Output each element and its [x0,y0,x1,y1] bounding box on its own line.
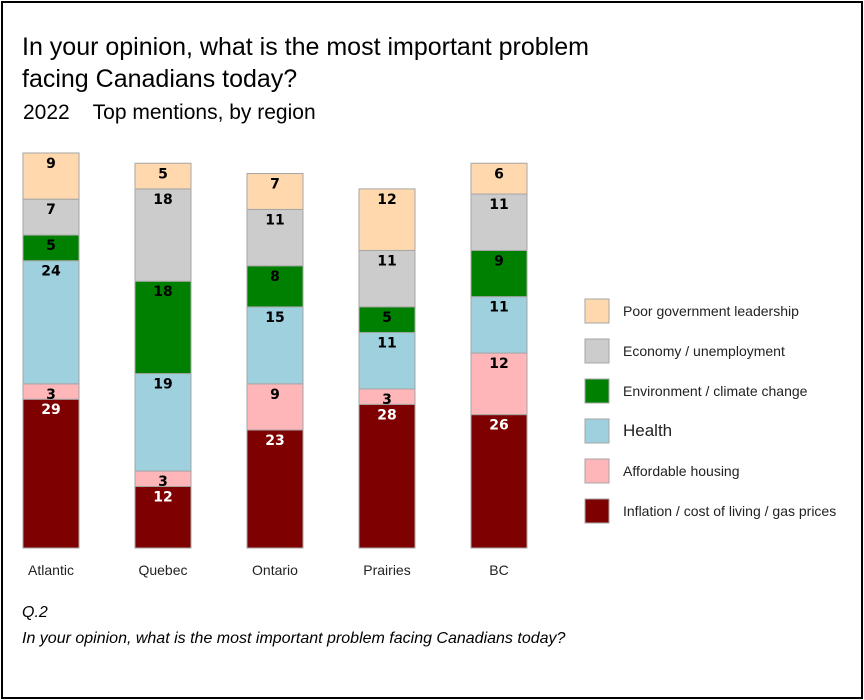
data-label-ontario-health: 15 [265,310,284,326]
bar-segment-quebec-inflation-cost-of-living-gas-prices [134,485,192,549]
bar-segment-bc-health [470,296,528,354]
data-label-atlantic-economy-unemployment: 7 [46,202,56,218]
data-label-quebec-affordable-housing: 3 [158,474,168,490]
legend-swatch-environment-climate-change [584,378,610,404]
data-label-bc-health: 11 [489,300,508,316]
data-label-ontario-environment-climate-change: 8 [270,269,280,285]
footnote-question-text: In your opinion, what is the most import… [22,630,566,647]
bar-segment-prairies-poor-government-leadership [358,188,416,251]
data-label-prairies-poor-government-leadership: 12 [377,192,396,208]
bar-segment-atlantic-economy-unemployment [22,198,80,236]
data-label-atlantic-affordable-housing: 3 [46,387,56,403]
bar-segment-prairies-health [358,332,416,390]
legend: Poor government leadership Economy / unem… [584,298,836,524]
data-label-atlantic-inflation-cost-of-living-gas-prices: 29 [41,402,60,418]
x-tick-label-quebec: Quebec [138,562,187,578]
data-label-prairies-health: 11 [377,336,396,352]
bar-segment-bc-economy-unemployment [470,193,528,251]
x-tick-label-ontario: Ontario [252,562,298,578]
data-label-ontario-economy-unemployment: 11 [265,212,284,228]
legend-label-environment-climate-change: Environment / climate change [623,383,808,399]
bar-segment-atlantic-environment-climate-change [22,234,80,262]
data-label-ontario-affordable-housing: 9 [270,387,280,403]
footnote-question-id: Q.2 [22,604,48,621]
legend-swatch-inflation-cost-of-living-gas-prices [584,498,610,524]
data-label-bc-environment-climate-change: 9 [494,253,504,269]
chart-title: In your opinion, what is the most import… [22,33,589,93]
x-axis-labels: Atlantic Quebec Ontario Prairies BC [28,562,509,578]
bar-segment-ontario-affordable-housing [246,383,304,431]
data-label-prairies-inflation-cost-of-living-gas-prices: 28 [377,407,396,423]
bar-segment-quebec-environment-climate-change [134,280,192,375]
chart-subtitle: 2022 Top mentions, by region [23,101,316,124]
bar-segment-ontario-health [246,306,304,385]
bar-segment-ontario-economy-unemployment [246,208,304,267]
data-label-atlantic-environment-climate-change: 5 [46,238,56,254]
legend-label-health: Health [623,421,672,440]
data-label-prairies-environment-climate-change: 5 [382,310,392,326]
legend-swatch-poor-government-leadership [584,298,610,324]
bar-segment-bc-inflation-cost-of-living-gas-prices [470,414,528,549]
bar-segment-bc-poor-government-leadership [470,162,528,195]
bar-segment-ontario-inflation-cost-of-living-gas-prices [246,429,304,549]
data-label-bc-poor-government-leadership: 6 [494,166,504,182]
data-label-bc-affordable-housing: 12 [489,356,508,372]
data-label-quebec-economy-unemployment: 18 [153,192,172,208]
data-label-quebec-poor-government-leadership: 5 [158,166,168,182]
legend-swatch-health [584,418,610,444]
bar-segment-prairies-inflation-cost-of-living-gas-prices [358,403,416,549]
bar-segment-prairies-economy-unemployment [358,249,416,308]
data-label-prairies-economy-unemployment: 11 [377,253,396,269]
data-label-bc-economy-unemployment: 11 [489,197,508,213]
x-tick-label-prairies: Prairies [363,562,410,578]
bars-group: 2932457912319181852391581172831151112261… [22,152,528,549]
data-label-ontario-poor-government-leadership: 7 [270,177,280,193]
legend-label-inflation-cost-of-living-gas-prices: Inflation / cost of living / gas prices [623,503,836,519]
legend-swatch-economy-unemployment [584,338,610,364]
data-label-quebec-inflation-cost-of-living-gas-prices: 12 [153,489,172,505]
data-label-prairies-affordable-housing: 3 [382,392,392,408]
bar-segment-quebec-poor-government-leadership [134,162,192,190]
data-label-quebec-health: 19 [153,377,172,393]
bar-segment-atlantic-poor-government-leadership [22,152,80,200]
legend-label-economy-unemployment: Economy / unemployment [623,343,785,359]
bar-segment-atlantic-health [22,260,80,385]
data-label-quebec-environment-climate-change: 18 [153,284,172,300]
bar-segment-quebec-health [134,373,192,472]
data-label-ontario-inflation-cost-of-living-gas-prices: 23 [265,433,284,449]
bar-segment-atlantic-inflation-cost-of-living-gas-prices [22,398,80,549]
bar-segment-quebec-economy-unemployment [134,188,192,282]
legend-label-affordable-housing: Affordable housing [623,463,740,479]
x-tick-label-bc: BC [489,562,508,578]
bar-segment-bc-affordable-housing [470,352,528,416]
data-label-bc-inflation-cost-of-living-gas-prices: 26 [489,418,508,434]
bar-segment-prairies-environment-climate-change [358,306,416,334]
data-label-atlantic-health: 24 [41,264,61,280]
data-label-atlantic-poor-government-leadership: 9 [46,156,56,172]
x-tick-label-atlantic: Atlantic [28,562,74,578]
bar-segment-ontario-environment-climate-change [246,265,304,308]
bar-segment-ontario-poor-government-leadership [246,173,304,210]
legend-label-poor-government-leadership: Poor government leadership [623,303,799,319]
legend-swatch-affordable-housing [584,458,610,484]
